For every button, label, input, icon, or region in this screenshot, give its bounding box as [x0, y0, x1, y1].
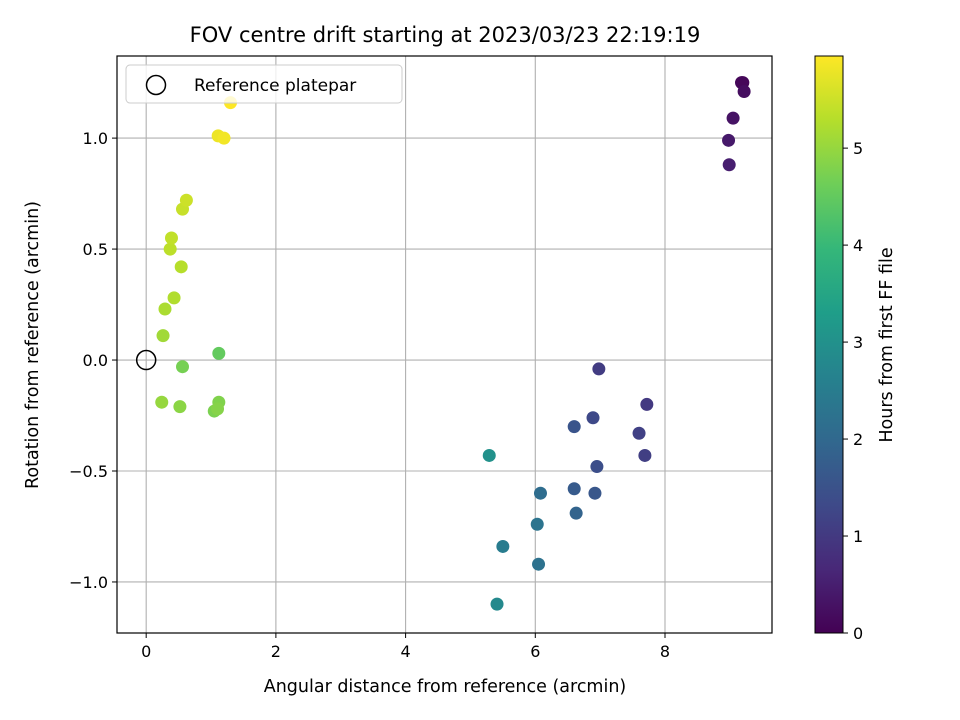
y-tick-label: −1.0: [69, 573, 108, 592]
reference-platepar-marker: [135, 349, 157, 371]
data-point: [163, 242, 177, 256]
x-tick-label: 8: [660, 642, 670, 661]
data-point: [586, 411, 600, 425]
legend-box: [125, 64, 403, 104]
data-points: [155, 76, 751, 611]
data-point: [638, 448, 652, 462]
data-point: [722, 158, 736, 172]
colorbar-tick-label: 4: [853, 236, 863, 255]
data-point: [588, 486, 602, 500]
plot-frame: [116, 55, 773, 634]
colorbar-tick-label: 5: [853, 139, 863, 158]
data-point: [217, 131, 231, 145]
data-point: [167, 291, 181, 305]
grid-lines: [117, 56, 772, 633]
data-point: [158, 302, 172, 316]
x-tick-label: 0: [141, 642, 151, 661]
data-point: [155, 395, 169, 409]
y-axis-ticks: −1.0 −0.5 0.0 0.5 1.0: [69, 129, 117, 592]
data-point: [164, 231, 178, 245]
data-point: [737, 85, 751, 99]
y-tick-label: 0.5: [83, 240, 108, 259]
data-point: [482, 448, 496, 462]
chart-title: FOV centre drift starting at 2023/03/23 …: [190, 23, 701, 47]
colorbar: [814, 55, 844, 634]
legend-reference-marker: [145, 74, 167, 96]
data-point: [176, 360, 189, 374]
y-tick-label: −0.5: [69, 462, 108, 481]
data-point: [496, 539, 510, 553]
data-point: [533, 486, 547, 500]
data-point: [726, 111, 740, 125]
data-point: [490, 597, 504, 611]
x-axis-label: Angular distance from reference (arcmin): [264, 677, 627, 697]
legend: Reference platepar: [125, 64, 403, 104]
data-point: [174, 260, 188, 274]
colorbar-tick-label: 0: [853, 624, 863, 643]
y-axis-label: Rotation from reference (arcmin): [23, 201, 43, 489]
x-tick-label: 6: [530, 642, 540, 661]
data-point: [590, 460, 604, 474]
x-axis-ticks: 0 2 4 6 8: [141, 633, 670, 661]
colorbar-tick-label: 1: [853, 527, 863, 546]
x-tick-label: 4: [400, 642, 410, 661]
data-point: [567, 482, 581, 496]
data-point: [179, 193, 193, 207]
reference-marker-group: [135, 349, 157, 371]
data-point: [530, 517, 544, 531]
data-point: [722, 133, 736, 147]
data-point: [632, 426, 646, 440]
legend-entry-label: Reference platepar: [194, 76, 356, 96]
data-point: [640, 397, 654, 411]
colorbar-ticks: 0 1 2 3 4 5: [843, 139, 863, 643]
data-point: [211, 402, 225, 416]
data-point: [569, 506, 583, 520]
colorbar-tick-label: 2: [853, 430, 863, 449]
data-point: [173, 400, 187, 414]
y-tick-label: 1.0: [83, 129, 108, 148]
colorbar-tick-label: 3: [853, 333, 863, 352]
colorbar-label: Hours from first FF file: [877, 247, 897, 442]
data-point: [567, 420, 581, 434]
data-point: [592, 362, 606, 376]
data-point: [212, 346, 226, 360]
data-point: [156, 329, 170, 343]
x-tick-label: 2: [271, 642, 281, 661]
y-tick-label: 0.0: [83, 351, 108, 370]
data-point: [532, 557, 546, 571]
